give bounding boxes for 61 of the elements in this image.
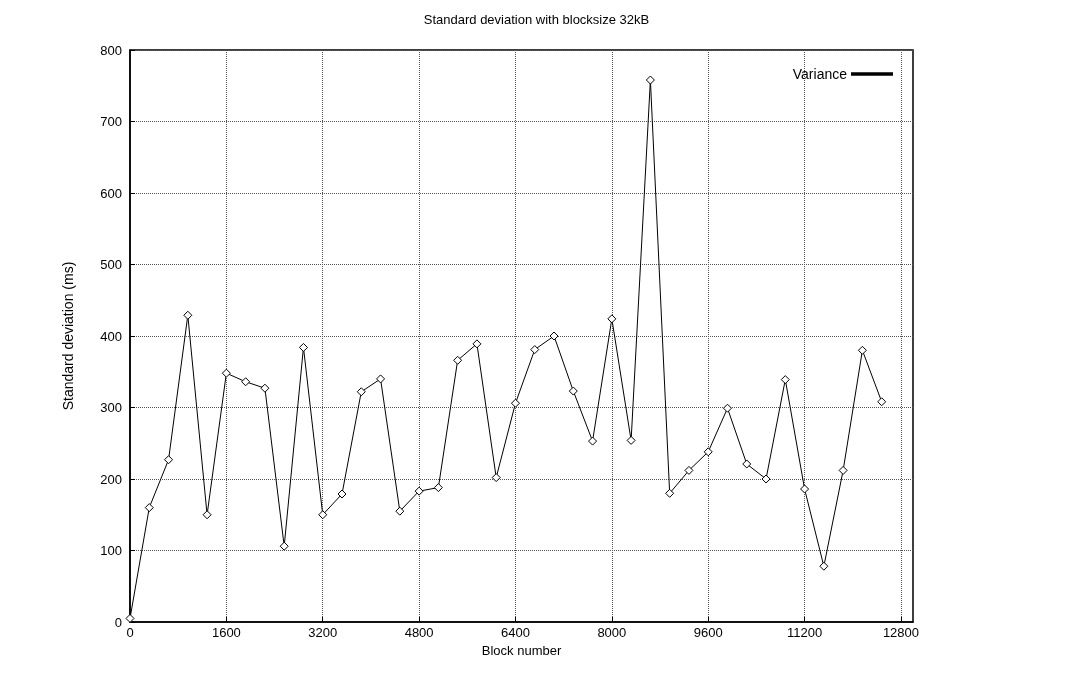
y-tick-label: 100 bbox=[100, 543, 122, 558]
x-tick-label: 4800 bbox=[404, 625, 434, 640]
x-tick-label: 3200 bbox=[308, 625, 338, 640]
point bbox=[337, 489, 347, 499]
point bbox=[549, 331, 559, 341]
y-axis-title: Standard deviation (ms) bbox=[60, 261, 76, 411]
point bbox=[626, 435, 636, 445]
point bbox=[742, 459, 752, 469]
y-tick-label: 800 bbox=[100, 42, 122, 58]
y-tick-label: 200 bbox=[100, 471, 122, 487]
point bbox=[395, 506, 405, 516]
point bbox=[568, 386, 578, 396]
point bbox=[607, 314, 617, 324]
point bbox=[183, 310, 193, 320]
y-tick-label: 300 bbox=[100, 400, 122, 415]
point bbox=[819, 561, 829, 571]
point bbox=[318, 510, 328, 520]
point bbox=[857, 345, 867, 355]
point bbox=[780, 375, 790, 385]
point bbox=[241, 377, 251, 387]
x-tick-label: 11200 bbox=[786, 625, 823, 640]
point bbox=[800, 484, 810, 494]
point bbox=[414, 486, 424, 496]
point bbox=[645, 75, 655, 85]
point bbox=[356, 387, 366, 397]
point bbox=[164, 455, 174, 465]
x-tick-label: 12800 bbox=[882, 625, 920, 640]
x-axis-title: Block number bbox=[481, 642, 562, 658]
point bbox=[588, 436, 598, 446]
x-tick-label: 6400 bbox=[501, 625, 530, 640]
x-tick-label: 1600 bbox=[211, 625, 241, 640]
x-tick-label: 8000 bbox=[597, 625, 627, 640]
point bbox=[722, 403, 732, 413]
point bbox=[279, 541, 289, 551]
point bbox=[144, 503, 154, 513]
point bbox=[260, 383, 270, 393]
y-tick-label: 600 bbox=[100, 185, 122, 201]
x-tick-label: 0 bbox=[126, 625, 134, 640]
point bbox=[665, 488, 675, 498]
point bbox=[202, 510, 212, 520]
point bbox=[877, 397, 887, 407]
y-tick-label: 400 bbox=[100, 328, 122, 344]
y-tick-label: 0 bbox=[114, 614, 122, 630]
point bbox=[510, 398, 520, 408]
point bbox=[433, 483, 443, 493]
point bbox=[491, 473, 501, 483]
legend-label: Variance bbox=[792, 66, 848, 82]
point bbox=[684, 465, 694, 475]
point bbox=[453, 355, 463, 365]
point bbox=[298, 342, 308, 352]
point bbox=[761, 474, 771, 484]
point bbox=[838, 465, 848, 475]
point bbox=[221, 368, 231, 378]
point bbox=[703, 447, 713, 457]
point bbox=[530, 345, 540, 355]
chart-title: Standard deviation with blocksize 32kB bbox=[423, 12, 650, 27]
y-tick-label: 500 bbox=[100, 257, 122, 272]
y-tick-label: 700 bbox=[100, 114, 122, 129]
point bbox=[376, 374, 386, 384]
x-tick-label: 9600 bbox=[693, 625, 723, 640]
point bbox=[472, 339, 482, 349]
